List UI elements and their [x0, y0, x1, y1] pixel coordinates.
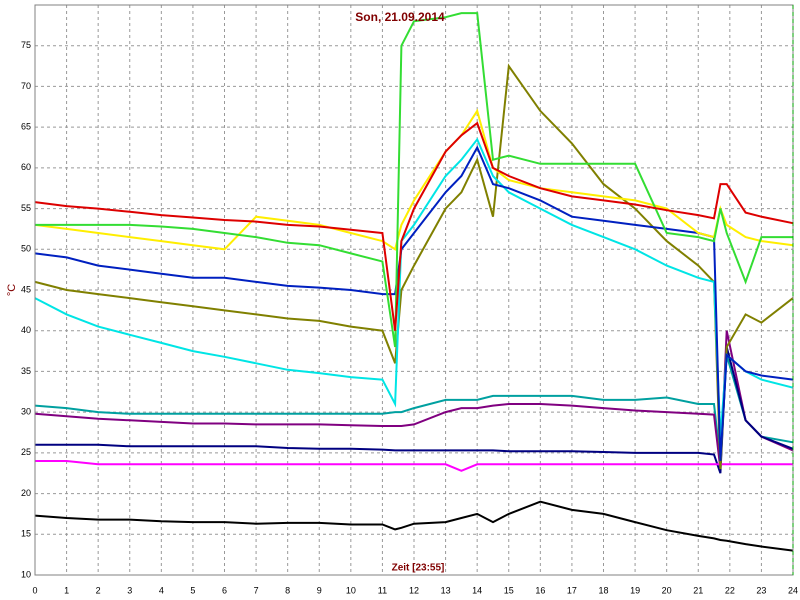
y-tick-label: 65: [21, 122, 31, 132]
series-line: [34, 137, 794, 437]
x-tick-label: 14: [472, 585, 482, 595]
x-tick-label: 5: [190, 585, 195, 595]
series-line: [34, 330, 794, 470]
x-tick-label: 19: [630, 585, 640, 595]
x-axis-label: Zeit [23:55]: [392, 563, 445, 574]
y-tick-label: 55: [21, 203, 31, 213]
x-tick-label: 6: [222, 585, 227, 595]
x-tick-label: 15: [504, 585, 514, 595]
y-tick-label: 15: [21, 529, 31, 539]
x-tick-label: 22: [725, 585, 735, 595]
y-tick-label: 10: [21, 569, 31, 579]
series-line: [35, 12, 793, 348]
x-tick-label: 16: [535, 585, 545, 595]
y-tick-label: 45: [21, 284, 31, 294]
x-tick-label: 2: [96, 585, 101, 595]
series-line: [34, 500, 794, 552]
plot-frame: [34, 4, 794, 576]
x-tick-label: 10: [346, 585, 356, 595]
x-tick-label: 9: [317, 585, 322, 595]
y-tick-label: 35: [21, 366, 31, 376]
y-tick-label: 50: [21, 244, 31, 254]
x-tick-label: 1: [64, 585, 69, 595]
series-line: [35, 346, 794, 474]
y-tick-label: 20: [21, 488, 31, 498]
x-tick-label: 20: [662, 585, 672, 595]
x-tick-label: 21: [693, 585, 703, 595]
y-tick-label: 30: [21, 407, 31, 417]
y-tick-label: 25: [21, 447, 31, 457]
series-line: [34, 354, 794, 462]
x-tick-label: 23: [756, 585, 766, 595]
x-tick-label: 24: [788, 585, 798, 595]
x-tick-label: 12: [409, 585, 419, 595]
x-tick-label: 0: [32, 585, 37, 595]
series-line: [35, 460, 793, 472]
x-tick-label: 17: [567, 585, 577, 595]
x-tick-label: 13: [441, 585, 451, 595]
y-axis-label: °C: [6, 284, 18, 296]
lines: [34, 12, 794, 552]
x-tick-label: 8: [285, 585, 290, 595]
chart-title: Son, 21.09.2014: [355, 10, 445, 24]
x-tick-label: 18: [598, 585, 608, 595]
x-tick-label: 7: [254, 585, 259, 595]
y-tick-label: 70: [21, 81, 31, 91]
y-tick-label: 75: [21, 40, 31, 50]
y-tick-label: 60: [21, 162, 31, 172]
series-line: [34, 63, 794, 470]
x-tick-label: 3: [127, 585, 132, 595]
y-tick-label: 40: [21, 325, 31, 335]
x-tick-label: 4: [159, 585, 164, 595]
x-tick-label: 11: [378, 585, 387, 595]
series-line: [34, 121, 794, 331]
